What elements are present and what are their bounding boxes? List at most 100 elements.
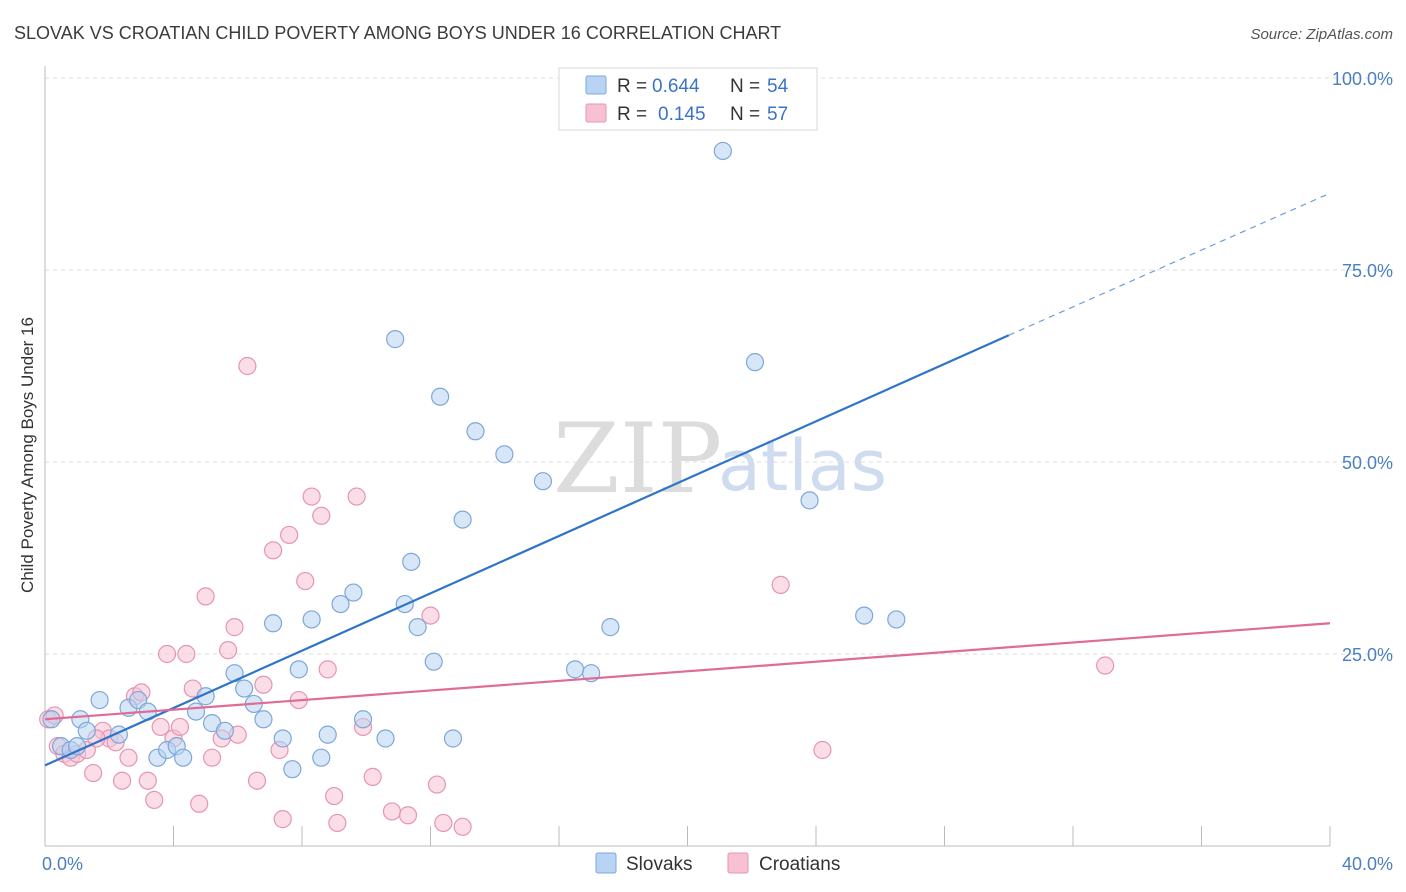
bottom-legend-swatch-slovaks [595, 852, 617, 874]
legend-r-label-croatians: R = [617, 104, 647, 125]
slovaks-point-39 [431, 387, 450, 406]
croatians-point-31 [254, 675, 273, 694]
slovaks-point-50 [745, 353, 765, 372]
slovaks-point-31 [344, 583, 363, 602]
slovaks-point-43 [495, 445, 514, 464]
croatians-point-47 [398, 806, 418, 825]
slovaks-point-29 [318, 725, 337, 744]
croatians-point-49 [427, 775, 447, 794]
watermark-zip: ZIP [553, 403, 722, 515]
y-tick-label-0: 25.0% [1342, 645, 1393, 665]
legend-n-label-croatians: N = [730, 104, 760, 125]
legend-r-label-slovaks: R = [617, 76, 647, 97]
slovaks-point-34 [386, 330, 405, 349]
slovaks-point-40 [443, 729, 463, 748]
croatians-point-38 [302, 487, 321, 506]
slovaks-point-51 [800, 491, 819, 510]
slovaks-point-44 [533, 472, 553, 491]
croatians-point-29 [238, 356, 257, 376]
slovaks-point-38 [424, 652, 443, 671]
top-legend: R = 0.644 N = 54 R = 0.145 N = 57 [558, 67, 818, 131]
croatians-point-10 [112, 771, 132, 790]
croatians-point-39 [312, 506, 331, 525]
slovaks-point-53 [887, 610, 906, 629]
croatians-point-53 [813, 740, 832, 760]
slovaks-point-45 [565, 660, 585, 679]
croatians-point-22 [190, 794, 209, 813]
croatians-point-17 [157, 644, 177, 664]
slovaks-point-25 [283, 760, 302, 779]
croatians-point-52 [771, 575, 790, 594]
croatians-point-46 [382, 802, 402, 821]
bottom-legend-swatch-croatians [727, 852, 749, 874]
croatians-point-41 [325, 786, 344, 806]
croatians-point-45 [363, 767, 382, 786]
bottom-legend-label-croatians: Croatians [759, 854, 840, 875]
slovaks-point-37 [408, 618, 427, 637]
zipatlas-watermark: ZIP atlas [553, 403, 887, 515]
legend-n-value-slovaks: 54 [767, 76, 789, 97]
y-tick-labels: 25.0% 50.0% 75.0% 100.0% [1332, 69, 1393, 665]
slovaks-point-5 [77, 721, 96, 740]
croatians-point-40 [318, 660, 337, 679]
slovaks-point-42 [466, 422, 485, 441]
chart-source: Source: ZipAtlas.com [1250, 26, 1393, 43]
x-tick-labels: 0.0% 40.0% [42, 854, 1393, 874]
slovaks-point-32 [353, 710, 373, 729]
slovaks-point-15 [186, 702, 206, 721]
bottom-legend: Slovaks Croatians [595, 852, 840, 875]
legend-r-value-slovaks: 0.644 [652, 76, 700, 97]
slovaks-point-47 [601, 618, 620, 637]
slovaks-point-26 [289, 660, 308, 679]
legend-n-value-croatians: 57 [767, 104, 788, 125]
croatians-point-34 [273, 810, 292, 829]
slovaks-point-14 [174, 748, 193, 767]
croatians-point-50 [434, 813, 453, 833]
croatians-trend-line [44, 622, 1331, 721]
legend-r-value-croatians: 0.145 [658, 104, 706, 125]
slovaks-point-30 [331, 594, 350, 614]
slovaks-point-27 [302, 610, 321, 629]
croatians-point-42 [328, 813, 347, 833]
y-tick-label-1: 50.0% [1342, 453, 1393, 473]
x-tick-label-0: 0.0% [42, 854, 83, 874]
croatians-point-43 [347, 487, 366, 506]
y-axis-label: Child Poverty Among Boys Under 16 [18, 317, 37, 593]
slovaks-point-23 [263, 614, 283, 633]
croatians-point-26 [219, 641, 238, 660]
croatians-point-37 [296, 571, 315, 591]
slovaks-trend-line [44, 334, 1010, 767]
slovaks-points [42, 68, 906, 779]
watermark-atlas: atlas [718, 425, 887, 507]
bottom-legend-label-slovaks: Slovaks [626, 854, 693, 875]
legend-swatch-croatians [585, 103, 607, 123]
croatians-point-54 [1096, 656, 1115, 675]
trend-lines [44, 192, 1331, 767]
y-tick-label-2: 75.0% [1342, 261, 1393, 281]
legend-swatch-slovaks [585, 75, 607, 95]
slovaks-point-48 [713, 141, 732, 161]
slovaks-point-6 [90, 690, 109, 710]
slovaks-point-36 [402, 552, 421, 571]
slovaks-point-24 [273, 729, 292, 748]
slovaks-trend-line-extension [1008, 192, 1331, 336]
croatians-point-20 [177, 644, 196, 664]
croatians-point-27 [225, 618, 244, 637]
croatians-point-30 [247, 771, 267, 790]
croatians-point-48 [421, 606, 440, 625]
croatians-point-11 [119, 748, 138, 767]
slovaks-point-52 [855, 606, 874, 625]
legend-n-label-slovaks: N = [730, 76, 760, 97]
croatians-point-51 [453, 817, 472, 836]
croatians-point-16 [151, 717, 170, 737]
croatians-point-6 [84, 763, 103, 783]
chart-title: SLOVAK VS CROATIAN CHILD POVERTY AMONG B… [14, 23, 781, 43]
slovaks-point-20 [235, 679, 254, 698]
y-tick-label-3: 100.0% [1332, 69, 1393, 89]
slovaks-point-18 [215, 721, 234, 740]
croatians-point-15 [145, 790, 164, 810]
croatians-point-19 [170, 717, 190, 737]
slovaks-point-41 [453, 510, 472, 529]
croatians-point-14 [138, 771, 157, 790]
